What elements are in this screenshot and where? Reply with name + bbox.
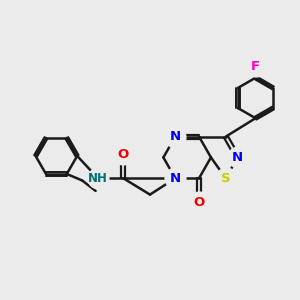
Text: NH: NH <box>88 172 108 185</box>
Text: O: O <box>194 196 205 208</box>
Text: N: N <box>170 130 181 143</box>
Text: N: N <box>232 151 243 164</box>
Text: N: N <box>170 172 181 185</box>
Text: S: S <box>221 172 231 185</box>
Text: O: O <box>118 148 129 161</box>
Text: F: F <box>251 60 260 73</box>
